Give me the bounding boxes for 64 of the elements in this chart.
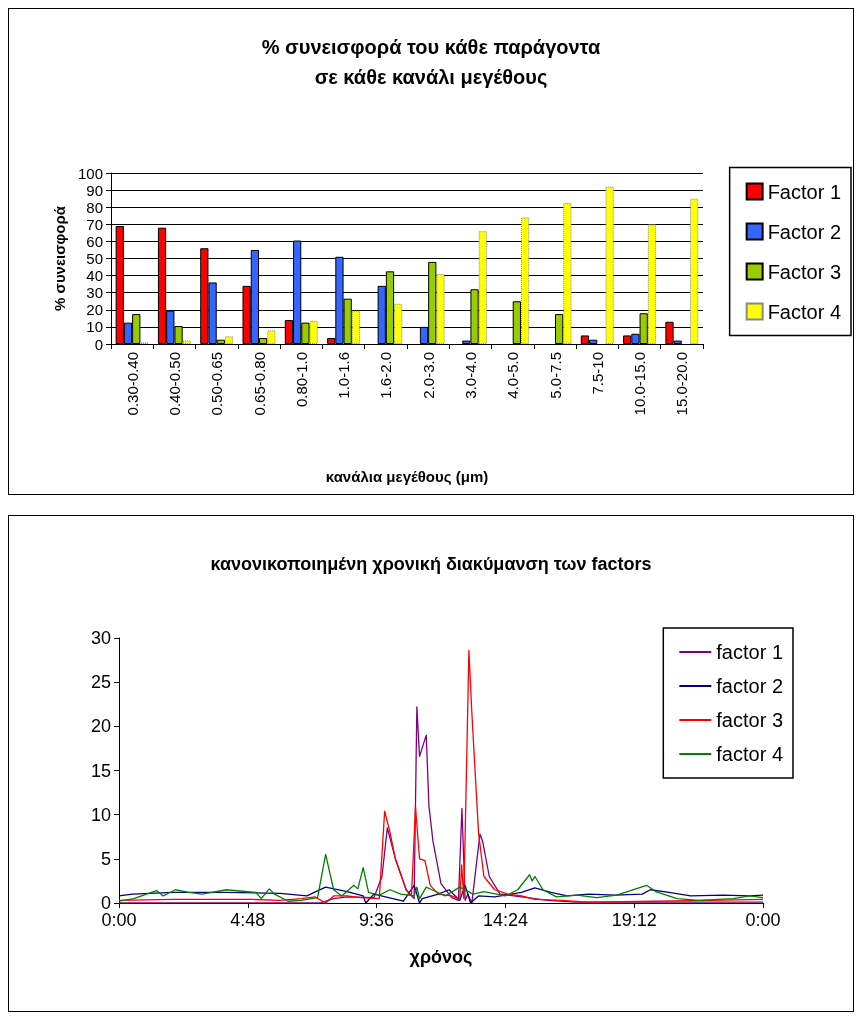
y-tick-label: 5 [100, 848, 111, 869]
x-tick-label: 5.0-7.5 [546, 352, 564, 399]
chart-title: % συνεισφορά του κάθε παράγοντα σε κάθε κανάλι μεγέθους [261, 36, 601, 88]
x-tick-label: 0.80-1.0 [292, 352, 310, 408]
x-tick-label: 14:24 [482, 910, 528, 930]
y-tick-label: 10 [86, 318, 103, 336]
x-tick-label: 0.40-0.50 [165, 352, 183, 416]
y-tick-label: 50 [86, 250, 103, 267]
chart-title: κανονικοποιημένη χρονική διακύμανση των factors [210, 554, 652, 574]
y-tick-label: 25 [90, 672, 111, 693]
legend-label: factor 3 [716, 709, 783, 731]
bar [224, 336, 234, 344]
y-tick-label: 20 [90, 716, 111, 737]
legend-label: Factor 2 [767, 220, 841, 243]
y-tick-label: 100 [77, 164, 103, 182]
bar [478, 231, 487, 344]
x-tick-label: 0.50-0.65 [208, 352, 226, 416]
bar [351, 310, 361, 344]
x-tick-label: 7.5-10 [588, 352, 606, 395]
bar [436, 273, 445, 344]
x-tick-label: 10.0-15.0 [631, 352, 649, 416]
x-tick-label: 0:00 [745, 910, 781, 930]
x-axis-title: κανάλια μεγέθους (μm) [325, 468, 489, 485]
bar [520, 217, 530, 344]
x-tick-label: 0.65-0.80 [250, 352, 268, 416]
x-tick-label: 4:48 [230, 910, 266, 930]
x-axis-title: χρόνος [409, 947, 473, 967]
legend-label: factor 4 [716, 743, 783, 765]
y-tick-label: 80 [86, 198, 103, 216]
bar [309, 320, 318, 344]
x-tick-label: 19:12 [611, 910, 657, 930]
x-tick-label: 1.0-1.6 [335, 352, 353, 399]
bar [563, 202, 572, 344]
y-tick-label: 10 [90, 804, 111, 825]
y-axis-title: % συνεισφορά [51, 205, 69, 311]
legend-label: Factor 3 [767, 260, 841, 283]
x-tick-label: 4.0-5.0 [504, 352, 522, 399]
y-tick-label: 90 [86, 181, 103, 199]
bar [182, 340, 191, 344]
x-tick-label: 9:36 [359, 910, 395, 930]
legend-label: factor 2 [716, 675, 783, 697]
bar [267, 330, 276, 344]
y-tick-label: 0 [100, 893, 111, 913]
legend-label: Factor 1 [767, 180, 841, 203]
y-tick-label: 30 [90, 628, 111, 648]
x-tick-label: 1.6-2.0 [377, 352, 395, 399]
legend-label: factor 1 [716, 641, 783, 663]
x-tick-label: 15.0-20.0 [673, 352, 691, 416]
y-tick-label: 15 [90, 760, 111, 781]
y-tick-label: 40 [86, 267, 103, 285]
legend-label: Factor 4 [767, 300, 841, 323]
y-tick-label: 0 [94, 335, 103, 353]
bar [690, 198, 699, 344]
x-tick-label: 0:00 [101, 910, 137, 930]
y-tick-label: 20 [86, 301, 103, 319]
bar [605, 186, 614, 344]
x-tick-label: 0.30-0.40 [123, 352, 141, 416]
y-tick-label: 30 [86, 284, 103, 302]
bar [394, 303, 403, 344]
x-tick-label: 2.0-3.0 [419, 352, 437, 399]
bar [647, 224, 657, 344]
y-tick-label: 60 [86, 232, 103, 250]
x-tick-label: 3.0-4.0 [461, 352, 479, 399]
y-tick-label: 70 [86, 215, 103, 233]
